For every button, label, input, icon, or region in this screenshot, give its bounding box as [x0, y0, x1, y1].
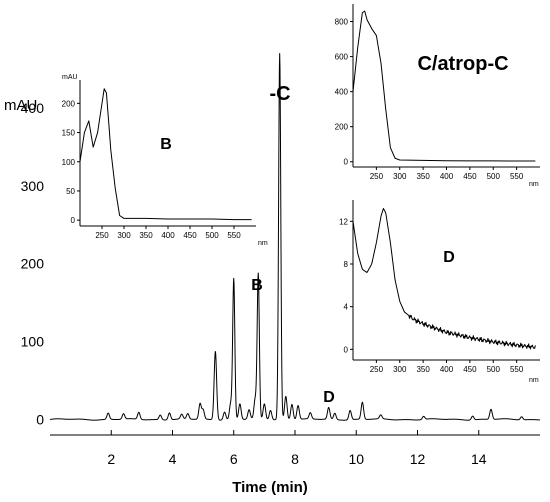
main-y-ticks: 0 100 200 300 400 [21, 100, 45, 428]
inset-spectrum-line [79, 88, 252, 221]
main-x-tick-label: 2 [107, 451, 115, 467]
inset-x-tick-label: 400 [440, 365, 454, 374]
main-x-axis-label: Time (min) [232, 479, 308, 496]
inset-spectrum-d: D nm 250 300 350 400 450 500 550 0 4 8 12 [339, 200, 540, 384]
inset-b-background [58, 68, 270, 244]
inset-x-tick-label: 250 [95, 231, 109, 240]
inset-y-tick-label: 100 [62, 158, 76, 167]
main-trace-line [49, 53, 541, 421]
inset-x-tick-label: 500 [487, 172, 501, 181]
annotation-b: B [251, 277, 263, 294]
inset-c-x-unit: nm [529, 181, 539, 188]
inset-b-label: B [160, 136, 172, 153]
main-y-tick-label: 200 [21, 256, 45, 272]
inset-b-x-unit: nm [258, 240, 268, 247]
inset-y-tick-label: 8 [344, 260, 349, 269]
inset-b-y-unit: mAU [62, 74, 78, 81]
inset-d-x-unit: nm [529, 377, 539, 384]
main-x-tick-label: 6 [230, 451, 238, 467]
main-x-tick-label: 12 [410, 451, 426, 467]
main-x-tick-label: 10 [348, 451, 364, 467]
inset-x-tick-label: 400 [161, 231, 175, 240]
main-x-tick-label: 8 [291, 451, 299, 467]
main-y-tick-label: 100 [21, 334, 45, 350]
inset-c-label: C/atrop-C [417, 53, 508, 75]
inset-x-tick-label: 450 [183, 231, 197, 240]
inset-x-tick-label: 300 [393, 365, 407, 374]
inset-y-tick-label: 50 [66, 187, 75, 196]
inset-y-tick-label: 200 [335, 123, 349, 132]
inset-x-tick-label: 350 [416, 172, 430, 181]
inset-spectrum-c-atrop-c: C/atrop-C nm 250 300 350 400 450 500 550 0 200 40… [335, 4, 540, 188]
inset-x-tick-label: 550 [510, 365, 524, 374]
main-y-tick-label: 300 [21, 178, 45, 194]
inset-y-tick-label: 4 [344, 303, 349, 312]
inset-x-tick-label: 350 [139, 231, 153, 240]
inset-spectrum-b: mAU nm B 250 300 350 400 450 500 550 0 50 100 150 2… [58, 68, 270, 247]
inset-y-tick-label: 0 [344, 158, 349, 167]
inset-x-tick-label: 350 [416, 365, 430, 374]
inset-y-tick-label: 800 [335, 18, 349, 27]
inset-x-tick-label: 250 [370, 365, 384, 374]
inset-y-tick-label: 400 [335, 88, 349, 97]
inset-y-tick-label: 600 [335, 53, 349, 62]
inset-x-tick-label: 250 [370, 172, 384, 181]
inset-d-label: D [443, 249, 455, 266]
inset-x-tick-label: 400 [440, 172, 454, 181]
inset-x-tick-label: 500 [205, 231, 219, 240]
main-y-tick-label: 0 [36, 411, 44, 427]
inset-x-tick-label: 300 [117, 231, 131, 240]
inset-x-tick-label: 550 [510, 172, 524, 181]
main-x-tick-label: 4 [169, 451, 177, 467]
main-y-tick-label: 400 [21, 100, 45, 116]
annotation-d: D [323, 389, 335, 406]
inset-spectrum-line [352, 208, 536, 350]
main-x-ticks: 2 4 6 8 10 12 14 [107, 430, 487, 467]
inset-x-tick-label: 450 [463, 172, 477, 181]
inset-y-tick-label: 0 [71, 216, 76, 225]
main-y-axis-label: mAU [4, 97, 37, 114]
inset-spectrum-line [352, 10, 536, 162]
main-x-tick-label: 14 [471, 451, 487, 467]
inset-x-tick-label: 500 [487, 365, 501, 374]
inset-x-tick-label: 300 [393, 172, 407, 181]
inset-y-tick-label: 12 [339, 217, 348, 226]
inset-y-tick-label: 150 [62, 129, 76, 138]
inset-y-tick-label: 0 [344, 345, 349, 354]
inset-y-tick-label: 200 [62, 99, 76, 108]
inset-x-tick-label: 550 [227, 231, 241, 240]
inset-x-tick-label: 450 [463, 365, 477, 374]
